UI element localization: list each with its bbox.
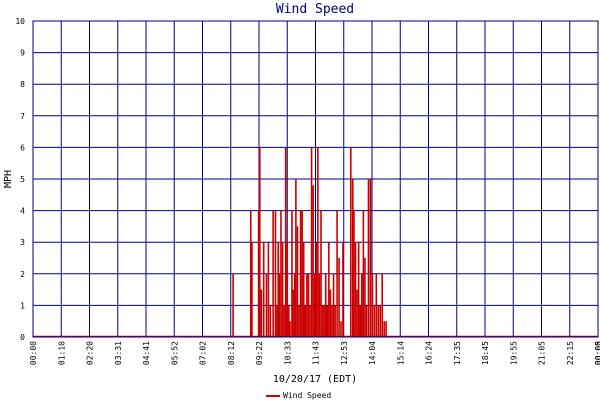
series-bars	[33, 147, 598, 338]
x-tick-label: 22:15	[566, 341, 575, 365]
plot-frame	[32, 20, 599, 338]
y-tick-label: 6	[20, 143, 25, 152]
x-tick-label: 16:24	[425, 341, 434, 365]
y-tick-label: 1	[20, 301, 25, 310]
x-tick-label: 14:04	[368, 341, 377, 365]
y-axis-ticks: 0 1 2 3 4 5 6 7 8 9 10	[15, 17, 25, 342]
x-tick-label: 15:14	[396, 341, 405, 365]
x-tick-label: 00:00	[594, 341, 600, 365]
y-tick-label: 4	[20, 207, 25, 216]
y-tick-label: 9	[20, 49, 25, 58]
x-tick-label: 10:33	[283, 341, 292, 365]
x-tick-label: 09:22	[255, 341, 264, 365]
legend-label: Wind Speed	[283, 391, 331, 400]
chart-title: Wind Speed	[276, 2, 354, 17]
x-tick-label: 01:10	[57, 341, 66, 365]
x-tick-label: 08:12	[227, 341, 236, 365]
x-tick-label: 00:05	[594, 341, 600, 365]
x-tick-label: 04:41	[142, 341, 151, 365]
y-axis-label: MPH	[3, 170, 14, 188]
y-tick-label: 7	[20, 112, 25, 121]
x-tick-label: 11:43	[312, 341, 321, 365]
y-tick-label: 0	[20, 333, 25, 342]
x-tick-label: 12:53	[340, 341, 349, 365]
x-tick-label: 03:31	[114, 341, 123, 365]
legend: Wind Speed	[266, 391, 331, 400]
y-tick-label: 2	[20, 270, 25, 279]
y-tick-label: 5	[20, 175, 25, 184]
x-axis-ticks: 00:00 01:10 02:20 03:31 04:41 05:52 07:02 08:12…	[29, 341, 600, 365]
x-tick-label: 02:20	[86, 341, 95, 365]
x-tick-label: 07:02	[199, 341, 208, 365]
x-tick-label: 21:05	[538, 341, 547, 365]
x-axis-label: 10/20/17 (EDT)	[273, 374, 357, 385]
y-tick-label: 3	[20, 238, 25, 247]
x-tick-label: 05:52	[170, 341, 179, 365]
x-tick-label: 18:45	[481, 341, 490, 365]
x-tick-label: 19:55	[509, 341, 518, 365]
y-tick-label: 8	[20, 80, 25, 89]
x-tick-label: 17:35	[453, 341, 462, 365]
x-tick-label: 00:00	[29, 341, 38, 365]
y-tick-label: 10	[15, 17, 25, 26]
